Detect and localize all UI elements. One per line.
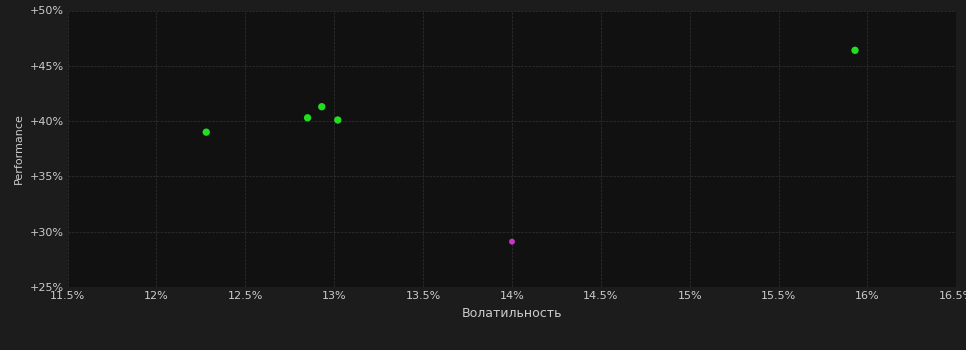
Point [314, 104, 329, 110]
Point [199, 130, 214, 135]
X-axis label: Волатильность: Волатильность [462, 307, 562, 320]
Point [299, 115, 315, 121]
Point [330, 117, 346, 123]
Point [847, 48, 863, 53]
Y-axis label: Performance: Performance [14, 113, 24, 184]
Point [504, 239, 520, 244]
